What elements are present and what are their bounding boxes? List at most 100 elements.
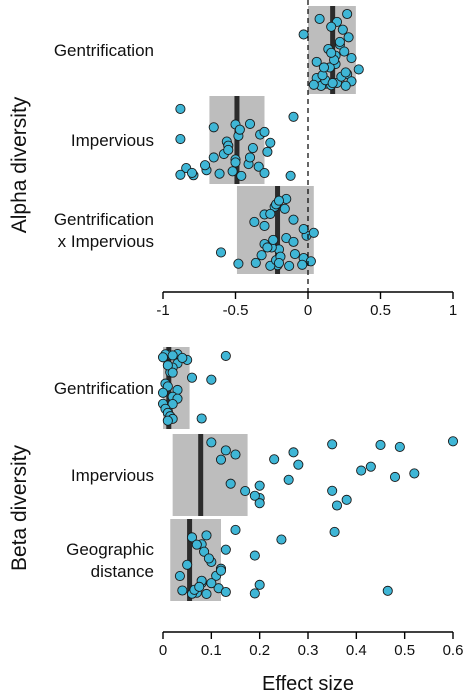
beta-row-gentrification: Gentrification <box>54 347 231 429</box>
alpha-category-label: Gentrification <box>54 210 154 229</box>
beta-category-label: Gentrification <box>54 379 154 398</box>
beta-data-point <box>162 360 173 371</box>
alpha-data-point <box>326 21 337 32</box>
beta-data-point <box>199 546 210 557</box>
beta-data-point <box>375 439 386 451</box>
beta-data-point <box>203 553 214 564</box>
alpha-data-point <box>308 79 319 90</box>
alpha-data-point <box>273 195 285 206</box>
alpha-data-point <box>288 111 299 122</box>
beta-data-point <box>382 585 393 596</box>
beta-data-point <box>293 459 304 470</box>
beta-data-point <box>254 579 265 590</box>
alpha-data-point <box>288 214 299 225</box>
alpha-data-point <box>262 242 273 253</box>
beta-panel: Gentrification Impervious Geographic distan… <box>8 347 463 695</box>
beta-data-point <box>230 449 241 460</box>
beta-interval-box <box>172 434 248 516</box>
beta-data-point <box>174 570 185 582</box>
alpha-data-point <box>346 53 357 64</box>
alpha-data-point <box>326 47 337 58</box>
beta-data-point <box>157 352 169 363</box>
beta-data-point <box>230 524 241 536</box>
beta-data-point <box>394 441 405 453</box>
beta-data-point <box>331 500 343 511</box>
alpha-data-point <box>208 152 219 163</box>
alpha-x-tick-label: -1 <box>156 302 169 319</box>
beta-data-point <box>201 588 212 600</box>
beta-category-label: Geographic <box>66 540 154 559</box>
alpha-data-point <box>262 146 273 157</box>
beta-data-point <box>341 494 352 505</box>
alpha-data-point <box>215 247 227 258</box>
alpha-data-point <box>259 220 270 232</box>
alpha-data-point <box>230 157 241 168</box>
alpha-data-point <box>186 167 198 178</box>
alpha-data-point <box>244 152 256 163</box>
beta-x-tick-label: 0.3 <box>298 642 319 659</box>
alpha-data-point <box>340 67 351 78</box>
beta-x-tick-label: 0.6 <box>443 642 464 659</box>
beta-data-point <box>201 530 212 541</box>
beta-data-point <box>225 478 236 489</box>
beta-data-point <box>240 485 251 497</box>
beta-data-point <box>447 436 459 447</box>
alpha-data-point <box>279 203 290 214</box>
alpha-data-point <box>247 143 258 154</box>
beta-data-point <box>409 468 420 479</box>
alpha-x-tick-label: 0.5 <box>370 302 391 319</box>
beta-data-point <box>276 534 287 545</box>
alpha-data-point <box>311 56 322 67</box>
alpha-x-tick-label: 1 <box>449 302 457 319</box>
beta-data-point <box>167 367 178 378</box>
alpha-data-point <box>342 8 353 20</box>
alpha-category-label: Impervious <box>71 131 154 150</box>
alpha-data-point <box>223 144 234 156</box>
alpha-data-point <box>199 160 211 171</box>
beta-data-point <box>220 445 231 456</box>
beta-data-point <box>177 585 188 596</box>
beta-data-point <box>194 581 205 592</box>
beta-category-label: distance <box>91 562 154 581</box>
alpha-data-point <box>256 250 267 261</box>
alpha-data-point <box>340 80 351 91</box>
alpha-row-gentrification: Gentrification <box>54 6 364 94</box>
alpha-data-point <box>298 29 309 40</box>
alpha-data-point <box>268 234 279 246</box>
beta-data-point <box>220 586 231 598</box>
beta-data-point <box>254 480 265 491</box>
beta-x-tick-label: 0.2 <box>249 642 270 659</box>
alpha-data-point <box>308 227 319 238</box>
beta-data-point <box>177 352 188 364</box>
alpha-data-point <box>214 168 225 179</box>
alpha-data-point <box>327 78 338 89</box>
beta-data-point <box>162 415 173 426</box>
beta-data-point <box>220 544 231 555</box>
alpha-data-point <box>208 122 219 133</box>
beta-data-point <box>254 498 265 509</box>
beta-data-point <box>206 578 217 589</box>
alpha-data-point <box>175 103 186 115</box>
alpha-row-impervious: Impervious <box>71 96 299 184</box>
alpha-data-point <box>273 258 285 269</box>
beta-data-point <box>186 372 198 383</box>
x-axis-title: Effect size <box>262 673 354 695</box>
beta-category-label: Impervious <box>71 466 154 485</box>
alpha-x-tick-label: 0 <box>304 302 312 319</box>
beta-data-point <box>389 471 401 483</box>
beta-data-point <box>356 465 367 476</box>
alpha-data-point <box>175 169 186 180</box>
alpha-data-point <box>288 236 299 247</box>
beta-data-point <box>283 474 294 485</box>
alpha-y-axis-title: Alpha diversity <box>8 96 31 233</box>
alpha-data-point <box>265 208 276 219</box>
alpha-data-point <box>250 257 261 268</box>
alpha-data-point <box>334 36 345 47</box>
beta-data-point <box>167 398 178 410</box>
beta-x-tick-label: 0.4 <box>346 642 367 659</box>
beta-data-point <box>206 437 217 448</box>
beta-data-point <box>249 490 260 501</box>
beta-data-point <box>249 550 260 561</box>
beta-row-impervious: Impervious <box>71 434 459 516</box>
